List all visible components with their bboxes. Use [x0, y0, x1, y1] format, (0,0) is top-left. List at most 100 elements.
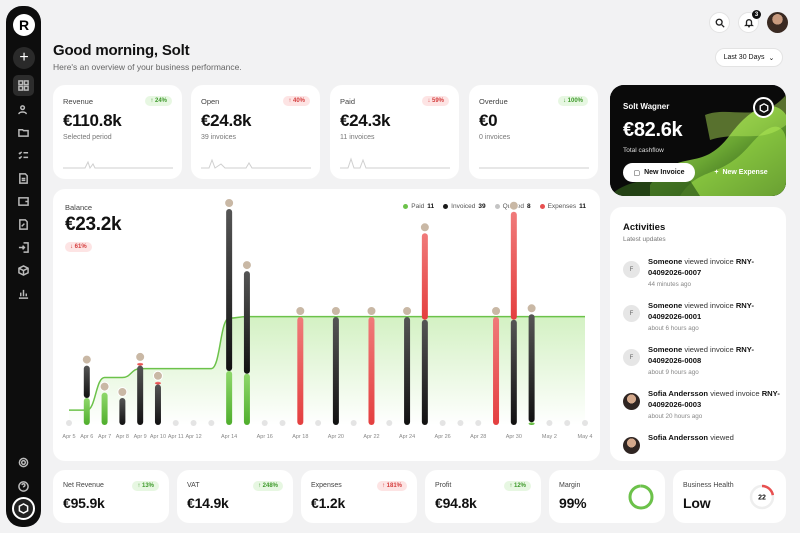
health-score: 22 [758, 495, 766, 502]
legend-name: Paid [411, 203, 425, 210]
bar-invoiced [119, 398, 126, 425]
stat-label: Paid [340, 97, 356, 106]
client-avatar [526, 303, 537, 314]
metric-label: VAT [187, 482, 200, 489]
legend-paid[interactable]: Paid 11 [403, 203, 434, 210]
edit-icon[interactable] [15, 216, 32, 233]
legend-invoiced[interactable]: Invoiced 39 [443, 203, 486, 210]
change-badge: ↑ 12% [504, 481, 531, 491]
stat-card-overdue[interactable]: Overdue ↓ 100% €0 0 invoices [469, 85, 598, 179]
stat-sub: Selected period [63, 134, 112, 141]
change-badge: ↓ 59% [422, 96, 449, 106]
legend-count: 11 [427, 203, 435, 210]
new-invoice-label: New Invoice [644, 169, 685, 176]
bar-paid [101, 392, 108, 425]
wallet-icon[interactable] [15, 193, 32, 210]
bar-expenses [368, 317, 375, 425]
x-tick-label: Apr 9 [134, 434, 147, 440]
stat-card-open[interactable]: Open ↑ 40% €24.8k 39 invoices [191, 85, 320, 179]
brand-badge [753, 97, 774, 118]
metric-net-revenue[interactable]: Net Revenue ↑ 13% €95.9k [53, 470, 169, 523]
x-tick-label: Apr 22 [363, 434, 379, 440]
cashflow-card: Solt Wagner €82.6k Total cashflow ▢ New I… [610, 85, 786, 196]
search-button[interactable] [709, 12, 730, 33]
stat-label: Revenue [63, 97, 94, 106]
metric-value: €1.2k [311, 495, 346, 511]
bar-invoiced [404, 317, 411, 425]
metric-profit[interactable]: Profit ↑ 12% €94.8k [425, 470, 541, 523]
stat-sub: 11 invoices [340, 134, 375, 141]
workspace-avatar[interactable] [12, 497, 35, 520]
empty-day-dot [261, 420, 268, 426]
x-tick-label: Apr 28 [470, 434, 486, 440]
x-tick-label: Apr 10 [150, 434, 166, 440]
stat-card-paid[interactable]: Paid ↓ 59% €24.3k 11 invoices [330, 85, 459, 179]
x-tick-label: Apr 12 [185, 434, 201, 440]
x-tick-label: Apr 30 [506, 434, 522, 440]
notification-badge: 3 [752, 10, 761, 19]
metric-label: Business Health [683, 482, 734, 489]
folder-icon[interactable] [15, 124, 32, 141]
login-icon[interactable] [15, 239, 32, 256]
legend-name: Invoiced [451, 203, 476, 210]
client-avatar [508, 200, 519, 211]
sparkline [340, 157, 450, 169]
bar-expenses [137, 362, 144, 366]
sparkline [201, 158, 311, 169]
app-logo[interactable]: R [13, 14, 35, 36]
help-icon[interactable] [15, 478, 32, 495]
bar-invoiced [528, 314, 535, 423]
legend-expenses[interactable]: Expenses 11 [539, 203, 586, 210]
empty-day-dot [208, 420, 215, 426]
top-actions: 3 [709, 10, 788, 33]
box-icon[interactable] [15, 262, 32, 279]
metric-expenses[interactable]: Expenses ↑ 181% €1.2k [301, 470, 417, 523]
change-badge: ↑ 24% [145, 96, 172, 106]
legend-count: 11 [579, 203, 586, 210]
bar-paid [528, 422, 535, 425]
checklist-icon[interactable] [15, 147, 32, 164]
users-icon[interactable] [15, 101, 32, 118]
activity-avatar: F [623, 261, 640, 278]
stat-card-revenue[interactable]: Revenue ↑ 24% €110.8k Selected period [53, 85, 182, 179]
bar-invoiced [83, 365, 90, 398]
metric-business-health[interactable]: Business Health Low 22 [673, 470, 786, 523]
metric-value: 99% [559, 495, 587, 511]
new-expense-button[interactable]: + New Expense [705, 163, 777, 182]
empty-day-dot [439, 420, 446, 426]
empty-day-dot [172, 420, 179, 426]
bell-icon [743, 18, 754, 27]
chart-icon[interactable] [15, 285, 32, 302]
activities-panel: Activities Latest updates F Someone view… [610, 207, 786, 461]
activity-time: about 20 hours ago [648, 413, 703, 420]
activity-avatar: F [623, 349, 640, 366]
sparkline [479, 167, 589, 169]
hexagon-icon [18, 503, 29, 514]
bar-expenses [493, 317, 500, 425]
empty-day-dot [66, 420, 72, 426]
metric-value: €94.8k [435, 495, 477, 511]
client-avatar [330, 306, 341, 316]
user-avatar[interactable] [767, 12, 788, 33]
notifications-button[interactable]: 3 [738, 10, 761, 33]
stat-value: €0 [479, 111, 498, 130]
settings-icon[interactable] [15, 454, 32, 471]
new-invoice-button[interactable]: ▢ New Invoice [623, 163, 695, 182]
activities-subtitle: Latest updates [623, 236, 666, 243]
date-range-select[interactable]: Last 30 Days ⌄ [715, 48, 783, 67]
activity-text: Sofia Andersson viewed invoice RNY-04092… [648, 389, 780, 409]
metric-vat[interactable]: VAT ↑ 248% €14.9k [177, 470, 293, 523]
x-tick-label: Apr 24 [399, 434, 415, 440]
metric-margin[interactable]: Margin 99% [549, 470, 665, 523]
legend-dot [494, 204, 500, 209]
grid-icon[interactable] [13, 75, 34, 96]
balance-area [69, 316, 585, 425]
stat-label: Open [201, 97, 220, 106]
new-expense-label: New Expense [722, 169, 768, 176]
document-icon[interactable] [15, 170, 32, 187]
change-badge: ↑ 248% [252, 481, 283, 491]
cashflow-value: €82.6k [623, 119, 683, 141]
empty-day-dot [315, 420, 322, 426]
create-button[interactable]: + [13, 47, 35, 69]
